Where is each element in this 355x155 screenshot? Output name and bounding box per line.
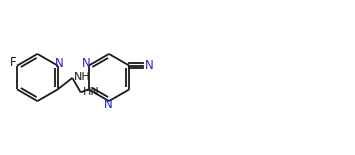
Text: N: N [145, 59, 154, 72]
Text: NH: NH [74, 72, 91, 82]
Text: N: N [81, 57, 90, 70]
Text: HN: HN [83, 87, 99, 97]
Text: N: N [55, 57, 64, 70]
Text: F: F [10, 56, 16, 69]
Text: N: N [104, 98, 113, 111]
